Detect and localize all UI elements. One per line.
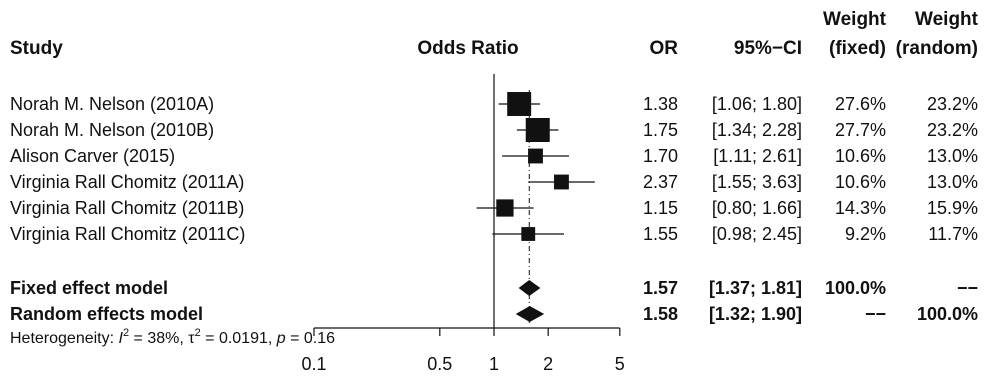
summary-or: 1.58 (643, 304, 678, 324)
header-study: Study (10, 38, 63, 59)
study-weight-random: 11.7% (928, 224, 978, 244)
study-label: Virginia Rall Chomitz (2011A) (10, 172, 244, 192)
study-square (521, 227, 536, 241)
study-weight-random: 13.0% (927, 146, 978, 166)
header-weight-random-title: Weight (915, 9, 979, 30)
header-or: OR (650, 38, 679, 59)
header-weight-random: (random) (896, 38, 978, 59)
x-tick-label: 5 (615, 354, 625, 374)
study-or: 1.70 (643, 146, 678, 166)
x-axis: 0.1 0.5 1 2 5 (301, 327, 625, 374)
summary-diamond (518, 280, 541, 296)
study-label: Norah M. Nelson (2010B) (10, 120, 214, 140)
study-weight-fixed: 10.6% (835, 172, 886, 192)
study-or: 1.55 (643, 224, 678, 244)
study-weight-random: 23.2% (927, 120, 978, 140)
study-ci: [1.34; 2.28] (712, 120, 802, 140)
study-or: 1.75 (643, 120, 678, 140)
summary-weight-fixed: −− (865, 304, 886, 324)
summary-ci: [1.37; 1.81] (709, 278, 802, 298)
study-weight-fixed: 27.7% (835, 120, 886, 140)
x-tick-label: 2 (543, 354, 553, 374)
study-weight-fixed: 10.6% (835, 146, 886, 166)
header-weight-fixed: (fixed) (829, 38, 886, 59)
study-label: Virginia Rall Chomitz (2011C) (10, 224, 245, 244)
header-ci: 95%−CI (734, 38, 802, 59)
header-weight-fixed-title: Weight (823, 9, 887, 30)
x-tick-label: 0.1 (301, 354, 326, 374)
study-weight-fixed: 9.2% (845, 224, 886, 244)
study-ci: [0.80; 1.66] (712, 198, 802, 218)
x-tick-label: 0.5 (427, 354, 452, 374)
study-weight-fixed: 14.3% (835, 198, 886, 218)
summary-ci: [1.32; 1.90] (709, 304, 802, 324)
study-ci: [1.06; 1.80] (712, 94, 802, 114)
header-odds-ratio: Odds Ratio (417, 38, 518, 59)
study-square (554, 174, 569, 190)
study-rows: Norah M. Nelson (2010A) 1.38 [1.06; 1.80] 2… (10, 94, 978, 324)
study-square (525, 118, 550, 142)
plot-marks (476, 74, 595, 328)
summary-weight-random: −− (957, 278, 978, 298)
study-square (496, 199, 514, 217)
study-label: Alison Carver (2015) (10, 146, 175, 166)
summary-label: Random effects model (10, 304, 203, 324)
study-ci: [1.11; 2.61] (713, 146, 802, 166)
study-or: 1.15 (643, 198, 678, 218)
study-square (507, 92, 532, 116)
study-or: 1.38 (643, 94, 678, 114)
summary-diamond (515, 306, 545, 322)
study-label: Virginia Rall Chomitz (2011B) (10, 198, 244, 218)
study-weight-random: 23.2% (927, 94, 978, 114)
study-ci: [0.98; 2.45] (712, 224, 802, 244)
summary-label: Fixed effect model (10, 278, 168, 298)
study-square (528, 148, 543, 164)
study-weight-random: 13.0% (927, 172, 978, 192)
study-ci: [1.55; 3.63] (712, 172, 802, 192)
heterogeneity-text: Heterogeneity: I2 = 38%, τ2 = 0.0191, p … (10, 327, 335, 347)
summary-weight-random: 100.0% (917, 304, 978, 324)
study-or: 2.37 (643, 172, 678, 192)
x-tick-label: 1 (489, 354, 499, 374)
study-label: Norah M. Nelson (2010A) (10, 94, 214, 114)
summary-or: 1.57 (643, 278, 678, 298)
study-weight-fixed: 27.6% (835, 94, 886, 114)
summary-weight-fixed: 100.0% (825, 278, 886, 298)
study-weight-random: 15.9% (927, 198, 978, 218)
